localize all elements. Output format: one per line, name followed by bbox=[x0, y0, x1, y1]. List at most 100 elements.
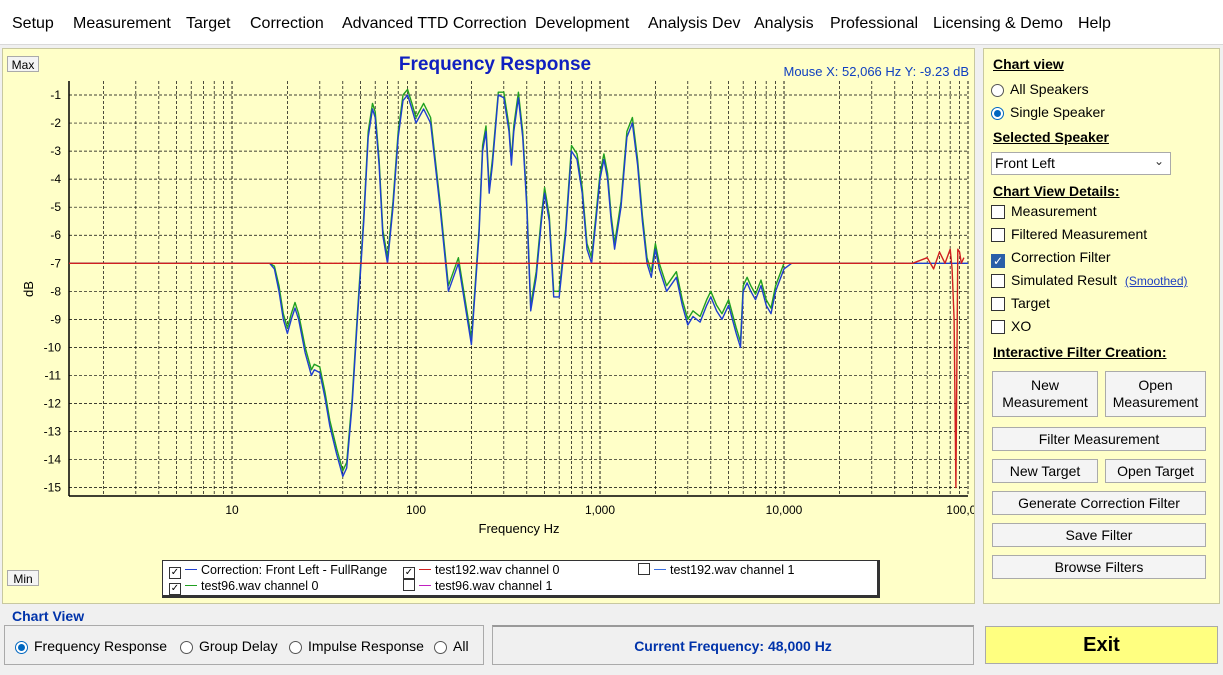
measurement-label: Measurement bbox=[1011, 203, 1097, 219]
menu-help[interactable]: Help bbox=[1078, 15, 1111, 32]
correction-filter-label: Correction Filter bbox=[1011, 249, 1111, 265]
legend-item-test192-ch1[interactable]: test192.wav channel 1 bbox=[638, 563, 794, 577]
menu-correction[interactable]: Correction bbox=[250, 15, 324, 32]
exit-button[interactable]: Exit bbox=[985, 626, 1218, 664]
mouse-readout: Mouse X: 52,066 Hz Y: -9.23 dB bbox=[784, 64, 970, 79]
single-speaker-label: Single Speaker bbox=[1010, 104, 1105, 120]
y-tick-label: -1 bbox=[50, 88, 61, 102]
frequency-response-radio[interactable]: Frequency Response bbox=[15, 638, 167, 654]
single-speaker-radio[interactable]: Single Speaker bbox=[991, 104, 1105, 120]
open-target-button[interactable]: Open Target bbox=[1105, 459, 1206, 483]
menu-measurement[interactable]: Measurement bbox=[73, 15, 171, 32]
xo-checkbox[interactable]: XO bbox=[991, 318, 1031, 334]
checkbox-icon[interactable] bbox=[991, 320, 1005, 334]
open-measurement-button[interactable]: Open Measurement bbox=[1105, 371, 1206, 417]
chart-view-heading: Chart view bbox=[993, 56, 1064, 72]
radio-selected-icon[interactable] bbox=[15, 641, 28, 654]
y-tick-label: -3 bbox=[50, 144, 61, 158]
legend-label: test192.wav channel 0 bbox=[435, 563, 560, 577]
new-measurement-button[interactable]: New Measurement bbox=[992, 371, 1098, 417]
legend-item-test192-ch0[interactable]: ✓ test192.wav channel 0 bbox=[403, 563, 559, 579]
legend-item-test96-ch0[interactable]: ✓ test96.wav channel 0 bbox=[169, 579, 318, 595]
all-speakers-radio[interactable]: All Speakers bbox=[991, 81, 1089, 97]
chart-view-group: Frequency Response Group Delay Impulse R… bbox=[4, 625, 484, 665]
current-frequency-display: Current Frequency: 48,000 Hz bbox=[492, 625, 974, 665]
menu-analysis-dev[interactable]: Analysis Dev bbox=[648, 15, 741, 32]
y-tick-label: -7 bbox=[50, 256, 61, 270]
max-button[interactable]: Max bbox=[7, 56, 39, 72]
chart-legend: ✓ Correction: Front Left - FullRange ✓ tes… bbox=[162, 560, 880, 598]
legend-checkbox[interactable]: ✓ bbox=[169, 567, 181, 579]
x-tick-label: 1,000 bbox=[585, 503, 615, 517]
xo-label: XO bbox=[1011, 318, 1032, 334]
simulated-result-checkbox[interactable]: Simulated Result (Smoothed) bbox=[991, 272, 1188, 288]
legend-label: test192.wav channel 1 bbox=[670, 563, 795, 577]
checkbox-icon[interactable] bbox=[991, 205, 1005, 219]
legend-checkbox[interactable] bbox=[403, 579, 415, 591]
x-tick-label: 100,000 bbox=[946, 503, 974, 517]
chevron-down-icon: ⌄ bbox=[1153, 154, 1164, 168]
menu-professional[interactable]: Professional bbox=[830, 15, 919, 32]
legend-line-swatch bbox=[185, 569, 197, 570]
y-tick-label: -15 bbox=[44, 481, 62, 495]
radio-icon[interactable] bbox=[289, 641, 302, 654]
selected-speaker-heading: Selected Speaker bbox=[993, 129, 1109, 145]
checkbox-checked-icon[interactable]: ✓ bbox=[991, 254, 1005, 268]
browse-filters-button[interactable]: Browse Filters bbox=[992, 555, 1206, 579]
legend-line-swatch bbox=[654, 569, 666, 570]
legend-line-swatch bbox=[419, 585, 431, 586]
simulated-result-label: Simulated Result bbox=[1011, 272, 1117, 288]
legend-checkbox[interactable] bbox=[638, 563, 650, 575]
frequency-response-label: Frequency Response bbox=[34, 638, 168, 654]
radio-icon[interactable] bbox=[434, 641, 447, 654]
radio-icon[interactable] bbox=[180, 641, 193, 654]
frequency-response-chart[interactable]: -1 -2 -3 -4 -5 -6 -7 -8 -9 -10 -11 -12 -13 -14 -15 10 10… bbox=[3, 49, 974, 603]
y-tick-label: -12 bbox=[44, 396, 62, 410]
menu-setup[interactable]: Setup bbox=[12, 15, 54, 32]
radio-selected-icon[interactable] bbox=[991, 107, 1004, 120]
y-tick-label: -4 bbox=[50, 172, 61, 186]
y-tick-label: -6 bbox=[50, 228, 61, 242]
new-target-button[interactable]: New Target bbox=[992, 459, 1098, 483]
legend-checkbox[interactable]: ✓ bbox=[403, 567, 415, 579]
group-delay-radio[interactable]: Group Delay bbox=[180, 638, 278, 654]
target-label: Target bbox=[1011, 295, 1050, 311]
measurement-checkbox[interactable]: Measurement bbox=[991, 203, 1097, 219]
y-tick-label: -9 bbox=[50, 312, 61, 326]
radio-icon[interactable] bbox=[991, 84, 1004, 97]
filtered-measurement-label: Filtered Measurement bbox=[1011, 226, 1148, 242]
menu-development[interactable]: Development bbox=[535, 15, 630, 32]
group-delay-label: Group Delay bbox=[199, 638, 278, 654]
menu-advanced-ttd-correction[interactable]: Advanced TTD Correction bbox=[342, 15, 527, 32]
min-button[interactable]: Min bbox=[7, 570, 39, 586]
smoothed-link[interactable]: (Smoothed) bbox=[1124, 274, 1188, 288]
checkbox-icon[interactable] bbox=[991, 228, 1005, 242]
menu-target[interactable]: Target bbox=[186, 15, 231, 32]
speaker-select[interactable]: Front Left ⌄ bbox=[991, 152, 1171, 175]
all-views-label: All bbox=[453, 638, 469, 654]
legend-item-correction[interactable]: ✓ Correction: Front Left - FullRange bbox=[169, 563, 387, 579]
plot-area bbox=[69, 81, 968, 496]
legend-checkbox[interactable]: ✓ bbox=[169, 583, 181, 595]
menu-analysis[interactable]: Analysis bbox=[754, 15, 814, 32]
impulse-response-radio[interactable]: Impulse Response bbox=[289, 638, 424, 654]
side-panel: Chart view All Speakers Single Speaker S… bbox=[983, 48, 1220, 604]
interactive-filter-heading: Interactive Filter Creation: bbox=[993, 344, 1167, 360]
series-line-0 bbox=[69, 94, 968, 478]
y-tick-label: -14 bbox=[44, 453, 62, 467]
filter-measurement-button[interactable]: Filter Measurement bbox=[992, 427, 1206, 451]
correction-filter-checkbox[interactable]: ✓ Correction Filter bbox=[991, 249, 1111, 268]
speaker-select-value: Front Left bbox=[995, 155, 1055, 171]
legend-label: Correction: Front Left - FullRange bbox=[201, 563, 388, 577]
legend-item-test96-ch1[interactable]: test96.wav channel 1 bbox=[403, 579, 552, 593]
target-checkbox[interactable]: Target bbox=[991, 295, 1050, 311]
menu-licensing-demo[interactable]: Licensing & Demo bbox=[933, 15, 1063, 32]
checkbox-icon[interactable] bbox=[991, 297, 1005, 311]
all-views-radio[interactable]: All bbox=[434, 638, 469, 654]
checkbox-icon[interactable] bbox=[991, 274, 1005, 288]
chart-panel: -1 -2 -3 -4 -5 -6 -7 -8 -9 -10 -11 -12 -13 -14 -15 10 10… bbox=[2, 48, 975, 604]
generate-correction-filter-button[interactable]: Generate Correction Filter bbox=[992, 491, 1206, 515]
filtered-measurement-checkbox[interactable]: Filtered Measurement bbox=[991, 226, 1147, 242]
save-filter-button[interactable]: Save Filter bbox=[992, 523, 1206, 547]
x-tick-label: 100 bbox=[406, 503, 426, 517]
